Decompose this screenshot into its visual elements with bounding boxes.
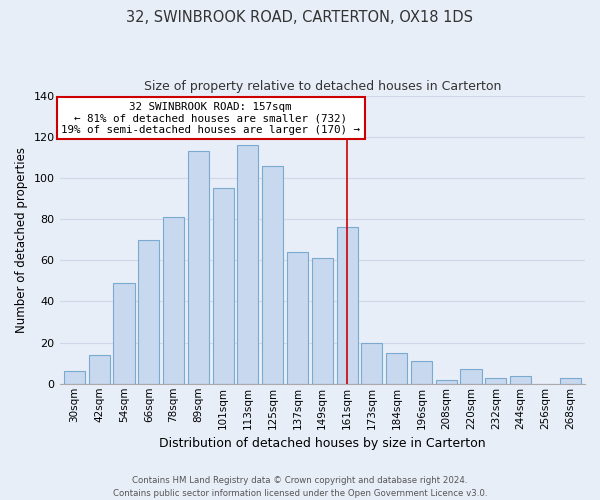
Bar [89, 355, 110, 384]
Bar [238, 145, 259, 384]
Bar [460, 370, 482, 384]
Bar [386, 353, 407, 384]
Text: Contains HM Land Registry data © Crown copyright and database right 2024.
Contai: Contains HM Land Registry data © Crown c… [113, 476, 487, 498]
Bar [337, 228, 358, 384]
Bar [138, 240, 160, 384]
Bar [188, 151, 209, 384]
Text: 32, SWINBROOK ROAD, CARTERTON, OX18 1DS: 32, SWINBROOK ROAD, CARTERTON, OX18 1DS [127, 10, 473, 25]
Bar [411, 361, 432, 384]
Bar [212, 188, 233, 384]
X-axis label: Distribution of detached houses by size in Carterton: Distribution of detached houses by size … [159, 437, 485, 450]
Title: Size of property relative to detached houses in Carterton: Size of property relative to detached ho… [143, 80, 501, 93]
Bar [485, 378, 506, 384]
Bar [312, 258, 333, 384]
Bar [560, 378, 581, 384]
Bar [113, 283, 134, 384]
Y-axis label: Number of detached properties: Number of detached properties [15, 146, 28, 332]
Bar [436, 380, 457, 384]
Text: 32 SWINBROOK ROAD: 157sqm
← 81% of detached houses are smaller (732)
19% of semi: 32 SWINBROOK ROAD: 157sqm ← 81% of detac… [61, 102, 360, 135]
Bar [287, 252, 308, 384]
Bar [262, 166, 283, 384]
Bar [64, 372, 85, 384]
Bar [510, 376, 531, 384]
Bar [163, 217, 184, 384]
Bar [361, 342, 382, 384]
